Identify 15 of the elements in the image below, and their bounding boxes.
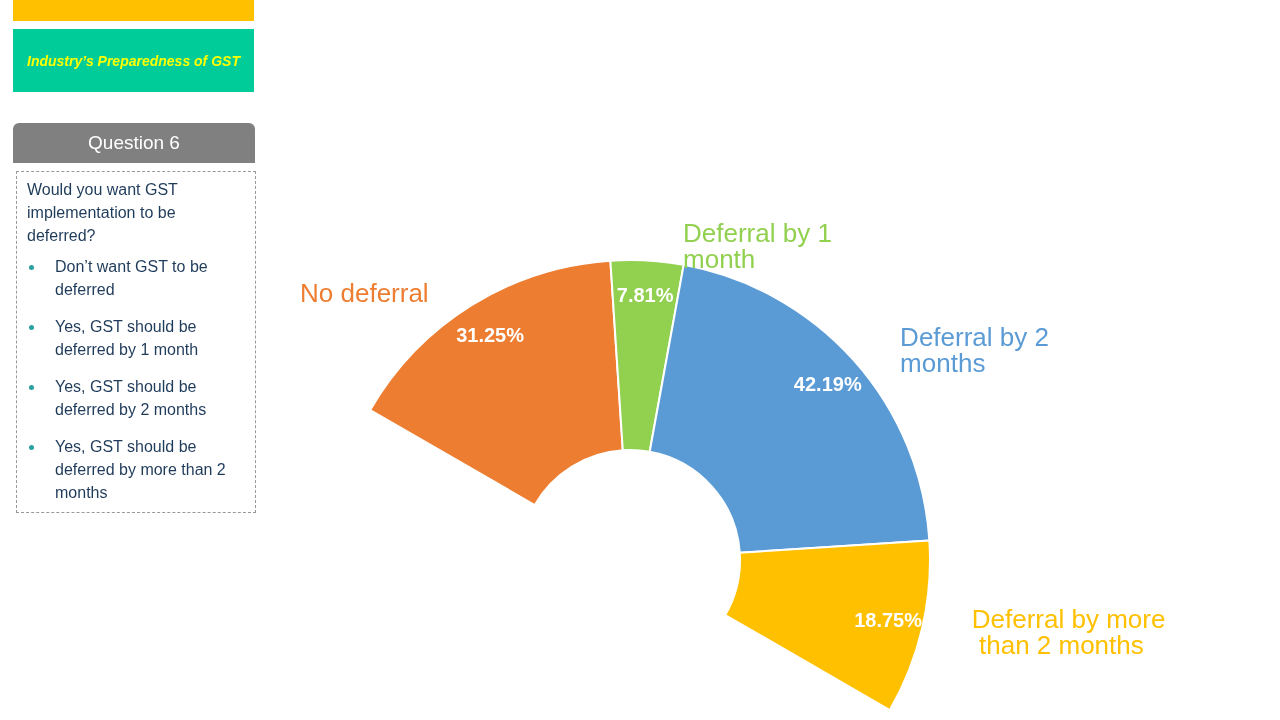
data-label: 31.25% <box>456 323 525 346</box>
text: Question 6 <box>13 123 255 163</box>
data-label: 18.75% <box>854 609 923 632</box>
text: Yes, GST should be deferred by 1 month <box>55 315 245 361</box>
slice-label: No deferral <box>300 277 429 308</box>
data-label: 42.19% <box>793 372 862 395</box>
text: Industry’s Preparedness of GST <box>13 29 254 92</box>
slice-label: Deferral by more than 2 months <box>971 603 1166 660</box>
slice-label: Deferral by 1 month <box>683 217 840 274</box>
text: Yes, GST should be deferred by more than 2 months <box>55 435 245 504</box>
text: Don’t want GST to be deferred <box>55 255 245 301</box>
slice-label: Deferral by 2 months <box>900 322 1057 379</box>
text: Would you want GST implementation to be deferred? <box>27 180 179 246</box>
text: Yes, GST should be deferred by 2 months <box>55 375 245 421</box>
data-label: 7.81% <box>616 284 674 307</box>
